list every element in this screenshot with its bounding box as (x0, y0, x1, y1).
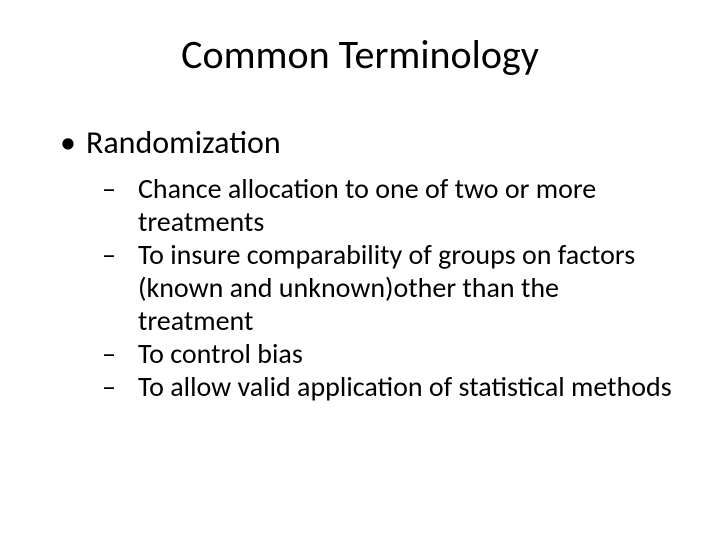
bullet-level1-0: • Randomization (60, 123, 680, 162)
bullet-level2-3: – To allow valid application of statisti… (102, 370, 680, 403)
slide-content: • Randomization – Chance allocation to o… (40, 123, 680, 403)
bullet-level2-2: – To control bias (102, 337, 680, 370)
bullet-marker-l2: – (102, 238, 130, 271)
bullet-marker-l1: • (60, 123, 76, 162)
bullet-text-l1-0: Randomization (86, 123, 281, 162)
slide-title: Common Terminology (40, 30, 680, 79)
slide: Common Terminology • Randomization – Cha… (0, 0, 720, 540)
bullet-marker-l2: – (102, 370, 130, 403)
bullet-level2-0: – Chance allocation to one of two or mor… (102, 172, 680, 238)
bullet-marker-l2: – (102, 172, 130, 205)
bullet-level2-1: – To insure comparability of groups on f… (102, 238, 680, 337)
bullet-text-l2-1: To insure comparability of groups on fac… (138, 238, 680, 337)
bullet-text-l2-2: To control bias (138, 337, 303, 370)
bullet-text-l2-0: Chance allocation to one of two or more … (138, 172, 680, 238)
bullet-text-l2-3: To allow valid application of statistica… (138, 370, 672, 403)
bullet-marker-l2: – (102, 337, 130, 370)
